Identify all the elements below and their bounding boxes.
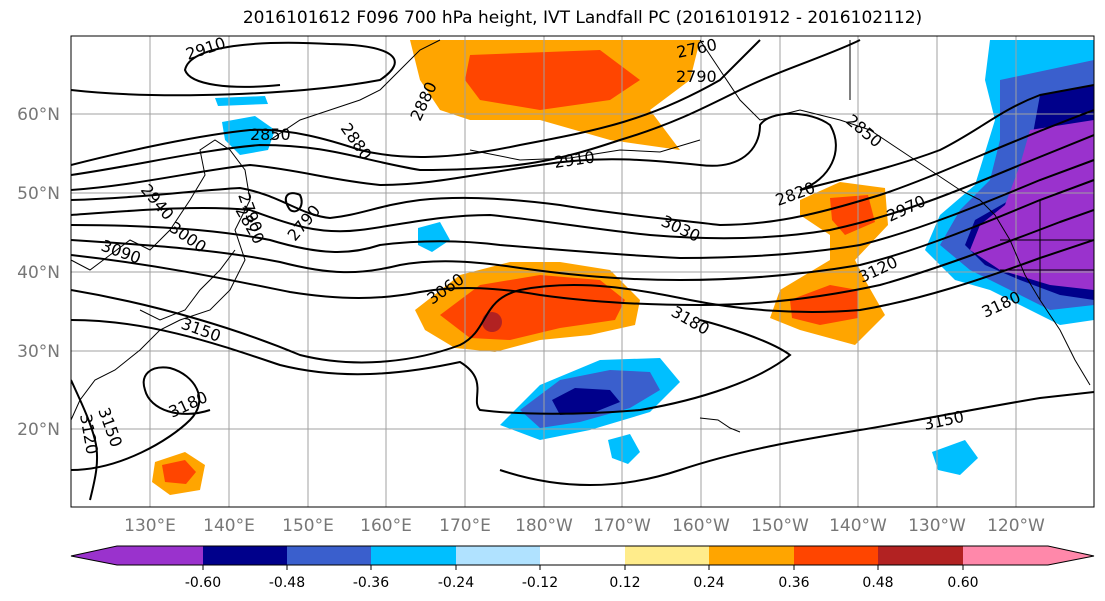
coast-kamchatka [269,39,441,141]
colorbar-cell [117,546,203,565]
shade-subtrop-navy [552,388,620,415]
height-contours [71,39,1094,501]
colorbar-cell [709,546,794,565]
coast-states [1000,200,1094,300]
lon-tick-label: 170°W [593,516,651,536]
colorbar-cell [203,546,287,565]
shade-small-sky-2 [932,440,978,475]
colorbar-tick-label: 0.12 [609,575,640,591]
shade-central-darkred [482,312,502,332]
coast-alaska [699,39,981,201]
colorbar-tick-label: -0.24 [438,575,474,591]
shade-east-red-north [830,195,875,235]
shade-small-sky-1 [608,434,640,464]
map-title: 2016101612 F096 700 hPa height, IVT Land… [242,8,923,28]
lon-tick-label: 140°E [203,516,255,536]
contour-label: 2850 [250,125,291,144]
colorbar-cell [456,546,540,565]
colorbar-cell [540,546,625,565]
colorbar-tick-label: -0.12 [522,575,558,591]
lon-tick-labels: 130°E 140°E 150°E 160°E 170°E 180°W 170°… [124,516,1045,536]
lon-tick-label: 120°W [987,516,1045,536]
colorbar-cell [963,546,1048,565]
colorbar-tick-labels: -0.60 -0.48 -0.36 -0.24 -0.12 0.12 0.24 … [185,575,979,591]
colorbar-ticks [202,565,964,570]
lon-tick-label: 130°E [124,516,176,536]
shade-east-red-south [790,285,858,325]
lon-tick-label: 140°W [829,516,887,536]
colorbar-cell [794,546,878,565]
lat-tick-label: 60°N [17,105,60,125]
shade-north-red [465,50,640,110]
colorbar-tick-label: 0.48 [862,575,893,591]
colorbar-tick-label: 0.36 [778,575,809,591]
colorbar-cell [878,546,963,565]
coast-asia [71,139,251,421]
lon-tick-label: 130°W [908,516,966,536]
colorbar-tick-label: -0.60 [185,575,221,591]
coast-aleutians [469,139,701,161]
colorbar-cell [1048,546,1094,565]
map-frame [70,35,1095,508]
coastlines [71,39,1094,433]
shade-east-purple [970,120,1094,290]
lon-tick-label: 150°W [751,516,809,536]
contour-label: 2790 [676,67,717,86]
lon-tick-label: 180°W [515,516,573,536]
shade-small-sky-3 [418,222,450,252]
coast-na-west [979,199,1091,386]
colorbar-tick-label: 0.60 [947,575,978,591]
colorbar: -0.60 -0.48 -0.36 -0.24 -0.12 0.12 0.24 … [70,545,1095,591]
colorbar-cell [371,546,456,565]
coast-japan [139,249,236,321]
lon-tick-label: 150°E [282,516,334,536]
lat-tick-labels: 60°N 50°N 40°N 30°N 20°N [17,105,60,440]
colorbar-tick-label: 0.24 [693,575,724,591]
lat-tick-label: 40°N [17,263,60,283]
lat-tick-label: 20°N [17,420,60,440]
coast-hawaii [699,417,741,433]
lon-tick-label: 170°E [439,516,491,536]
lon-tick-label: 160°W [672,516,730,536]
colorbar-cell [625,546,709,565]
map-panel: 2910 2760 2790 2850 2880 2880 2910 2820 … [70,35,1095,508]
shade-small-sky-5 [215,96,268,106]
colorbar-cell [71,546,117,565]
shade-sw-red [162,460,196,484]
colorbar-outline [70,545,1095,566]
lat-tick-label: 30°N [17,342,60,362]
colorbar-cell [287,546,371,565]
colorbar-tick-label: -0.48 [269,575,305,591]
colorbar-tick-label: -0.36 [353,575,389,591]
lon-tick-label: 160°E [360,516,412,536]
lat-tick-label: 50°N [17,184,60,204]
